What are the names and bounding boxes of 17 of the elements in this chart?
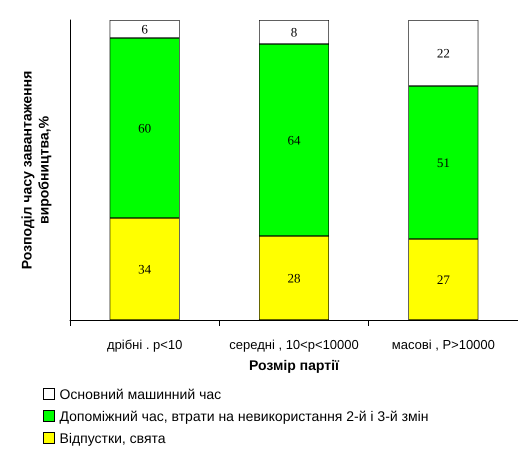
data-label: 8 [290,24,298,40]
x-tick-label: середні , 10<p<10000 [229,337,359,352]
data-label: 60 [138,120,152,136]
data-label: 64 [288,132,301,148]
x-axis-title: Розмір партії [249,357,340,373]
data-label: 28 [288,270,300,286]
x-tick-label: дрібні . p<10 [106,337,182,352]
data-label: 6 [141,22,148,36]
data-label: 22 [436,46,450,60]
data-label: 34 [138,262,152,276]
data-label: 51 [436,155,450,170]
legend-label: Основний машинний час [60,386,222,402]
data-label: 27 [436,272,450,287]
y-axis-title: Розподіл часу завантаження виробництва,% [18,70,52,270]
legend-label: Відпустки, свята [60,430,166,446]
legend-label: Допоміжний час, втрати на невикористання 2-й і 3-й змін [60,408,428,424]
x-tick-label: масові , P>10000 [392,337,495,352]
